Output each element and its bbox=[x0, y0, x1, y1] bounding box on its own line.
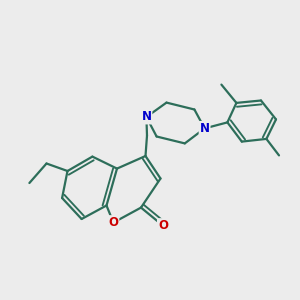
Text: N: N bbox=[200, 122, 210, 135]
Text: O: O bbox=[108, 216, 118, 229]
Text: O: O bbox=[158, 219, 168, 232]
Text: N: N bbox=[141, 110, 152, 124]
